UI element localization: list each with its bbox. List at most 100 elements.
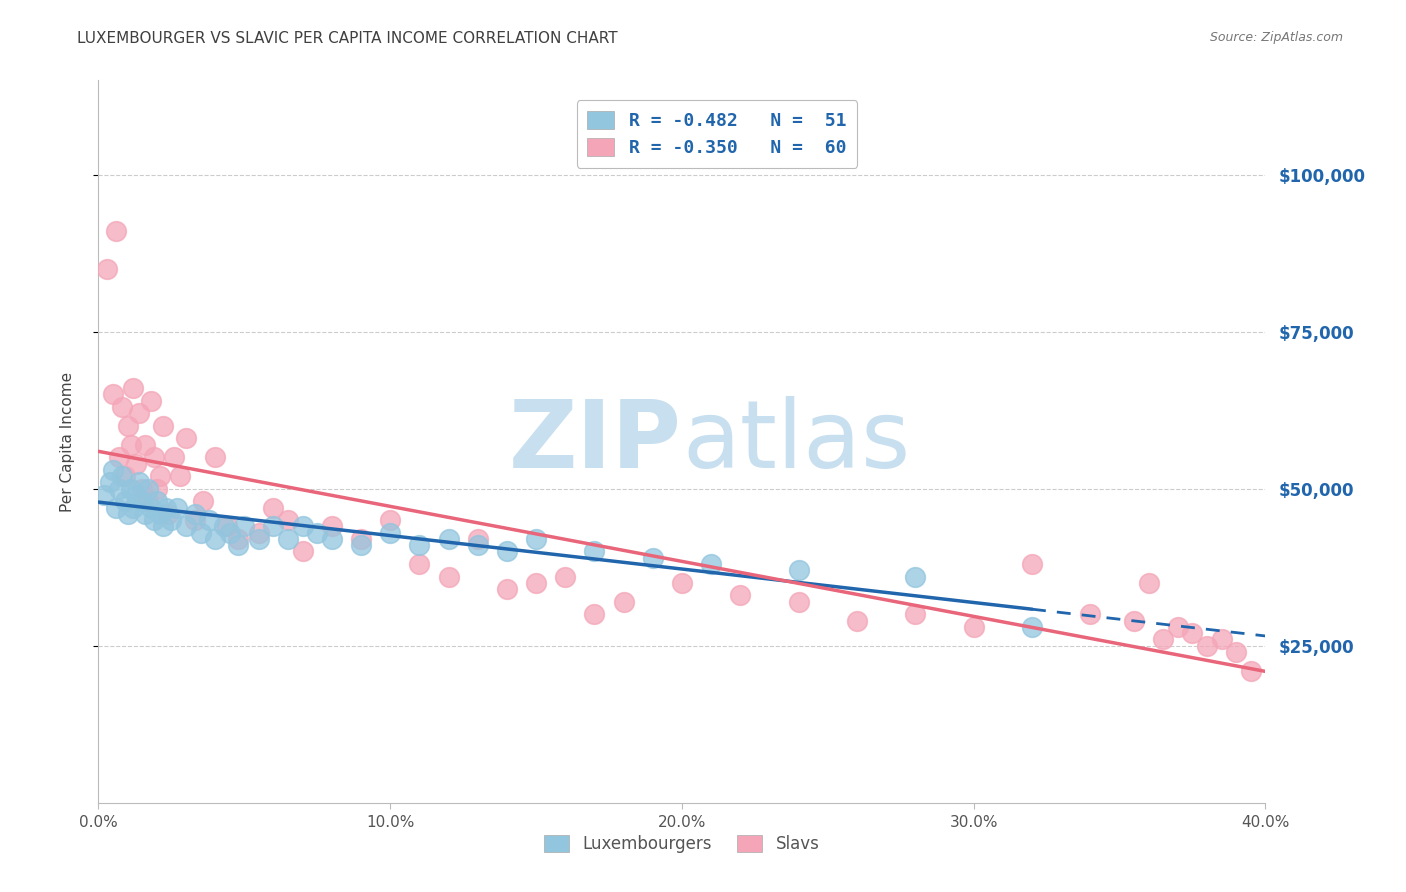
Point <box>157 507 180 521</box>
Point <box>1240 664 1263 678</box>
Point <box>104 224 127 238</box>
Point <box>247 525 270 540</box>
Point <box>198 513 221 527</box>
Point <box>131 494 153 508</box>
Point <box>291 519 314 533</box>
Point <box>166 500 188 515</box>
Point <box>131 482 153 496</box>
Point <box>408 538 430 552</box>
Point <box>122 381 145 395</box>
Point <box>962 620 984 634</box>
Point <box>1181 626 1204 640</box>
Point <box>846 614 869 628</box>
Point <box>136 494 159 508</box>
Point <box>163 450 186 465</box>
Point <box>321 519 343 533</box>
Point <box>787 563 810 577</box>
Point <box>350 532 373 546</box>
Point <box>193 494 215 508</box>
Point <box>496 544 519 558</box>
Point <box>204 532 226 546</box>
Point <box>114 494 136 508</box>
Point <box>247 532 270 546</box>
Y-axis label: Per Capita Income: Per Capita Income <box>60 371 75 512</box>
Point <box>183 513 205 527</box>
Point <box>96 261 118 276</box>
Point <box>139 393 162 408</box>
Point <box>583 544 606 558</box>
Point <box>122 500 145 515</box>
Point <box>149 469 172 483</box>
Point <box>1152 632 1174 647</box>
Point <box>524 532 547 546</box>
Point <box>111 469 134 483</box>
Point <box>117 418 139 433</box>
Legend: Luxembourgers, Slavs: Luxembourgers, Slavs <box>537 828 827 860</box>
Point <box>277 532 299 546</box>
Point <box>146 494 169 508</box>
Point <box>101 463 124 477</box>
Point <box>134 438 156 452</box>
Point <box>139 500 162 515</box>
Point <box>146 482 169 496</box>
Point <box>160 513 183 527</box>
Point <box>128 475 150 490</box>
Point <box>228 538 250 552</box>
Point <box>380 525 402 540</box>
Point <box>467 532 489 546</box>
Point <box>233 519 256 533</box>
Point <box>155 500 177 515</box>
Point <box>174 431 197 445</box>
Point <box>111 400 134 414</box>
Text: LUXEMBOURGER VS SLAVIC PER CAPITA INCOME CORRELATION CHART: LUXEMBOURGER VS SLAVIC PER CAPITA INCOME… <box>77 31 619 46</box>
Point <box>218 525 240 540</box>
Point <box>204 450 226 465</box>
Point <box>641 550 664 565</box>
Point <box>108 450 131 465</box>
Point <box>262 519 284 533</box>
Point <box>114 469 136 483</box>
Point <box>1225 645 1247 659</box>
Point <box>125 457 148 471</box>
Point <box>437 532 460 546</box>
Point <box>1137 575 1160 590</box>
Point <box>307 525 329 540</box>
Point <box>408 557 430 571</box>
Point <box>1195 639 1218 653</box>
Point <box>212 519 235 533</box>
Point <box>98 475 121 490</box>
Point <box>787 595 810 609</box>
Point <box>101 387 124 401</box>
Point <box>152 418 174 433</box>
Point <box>215 519 238 533</box>
Point <box>120 438 142 452</box>
Point <box>1080 607 1102 622</box>
Point <box>612 595 634 609</box>
Point <box>152 519 174 533</box>
Point <box>524 575 547 590</box>
Point <box>1021 620 1043 634</box>
Point <box>904 569 927 583</box>
Point <box>700 557 723 571</box>
Point <box>730 589 752 603</box>
Text: ZIP: ZIP <box>509 395 682 488</box>
Point <box>128 406 150 420</box>
Point <box>93 488 115 502</box>
Point <box>149 507 172 521</box>
Point <box>554 569 576 583</box>
Point <box>262 500 284 515</box>
Point <box>1123 614 1146 628</box>
Point <box>117 507 139 521</box>
Point <box>1167 620 1189 634</box>
Point <box>437 569 460 583</box>
Point <box>321 532 343 546</box>
Point <box>1021 557 1043 571</box>
Point <box>134 507 156 521</box>
Point <box>671 575 693 590</box>
Point <box>350 538 373 552</box>
Point <box>120 482 142 496</box>
Point <box>228 532 250 546</box>
Point <box>380 513 402 527</box>
Point <box>467 538 489 552</box>
Point <box>183 507 205 521</box>
